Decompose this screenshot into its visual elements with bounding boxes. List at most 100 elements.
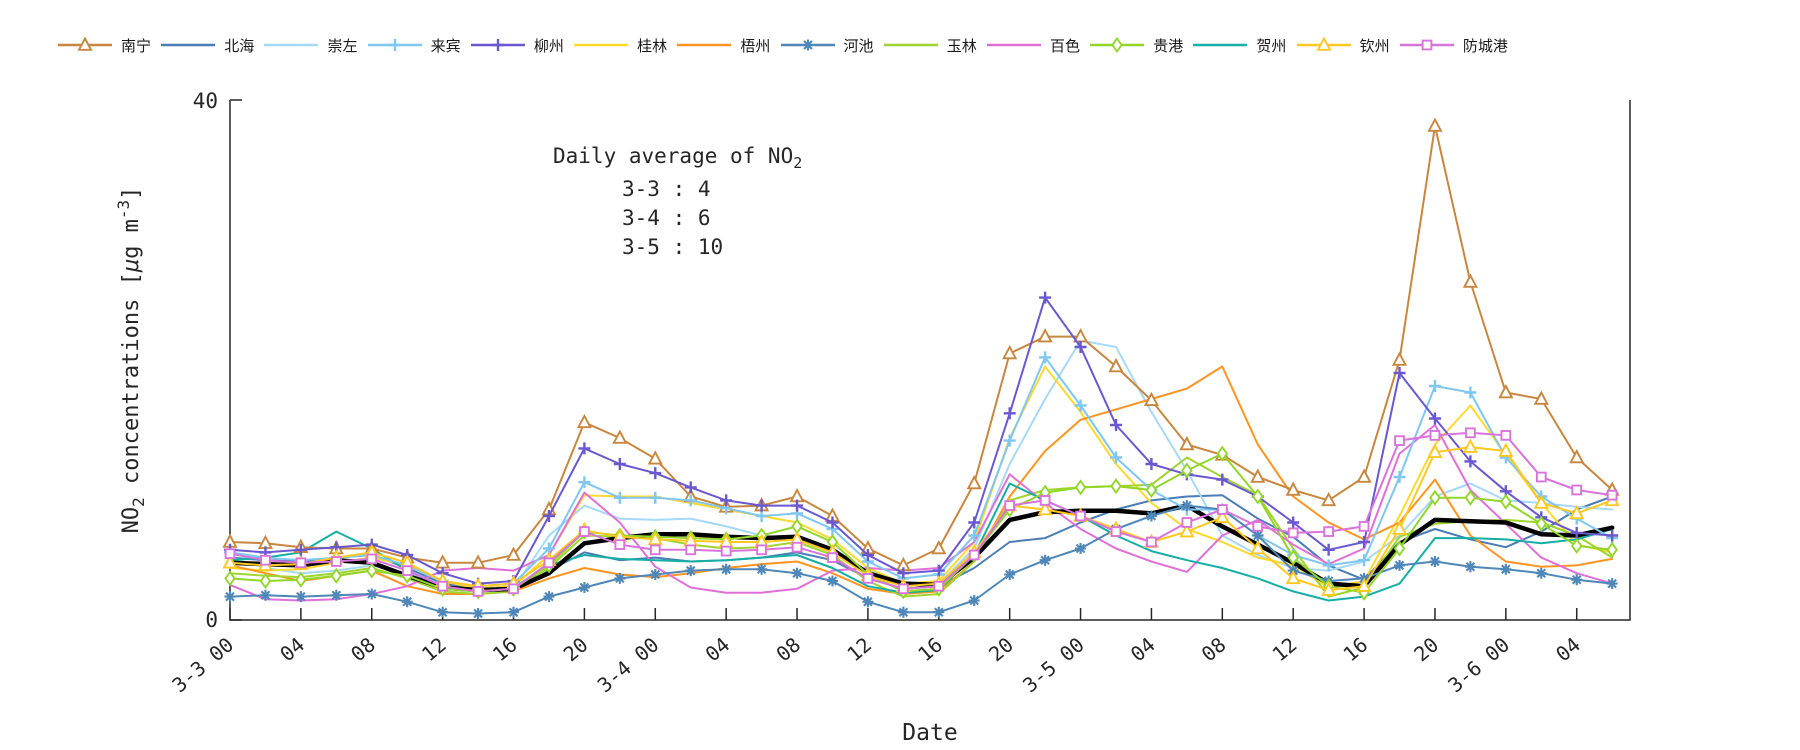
legend-item-fangchenggang[interactable]: 防城港	[1398, 34, 1508, 56]
marker-diamond	[1181, 462, 1193, 479]
legend: 南宁 北海 崇左 来宾 柳州 桂林 梧州 河池 玉林 百色 贵港 贺州 钦州 防城港	[56, 34, 1508, 56]
marker-plus	[578, 476, 591, 489]
marker-plus	[1110, 451, 1122, 464]
marker-asterisk	[401, 596, 413, 608]
marker-plus	[1606, 529, 1619, 542]
marker-square	[1606, 489, 1618, 501]
legend-item-beihai[interactable]: 北海	[159, 34, 254, 56]
x-tick-label: 20	[559, 632, 593, 666]
y-axis-title: NO2 concentrations [μg m-3]	[114, 187, 148, 534]
marker-asterisk	[578, 582, 590, 593]
series-liuzhou[interactable]	[224, 291, 1619, 590]
marker-plus	[968, 529, 981, 542]
x-tick-label: 08	[771, 632, 805, 666]
legend-item-laibin[interactable]: 来宾	[366, 34, 461, 56]
marker-plus	[1322, 543, 1335, 556]
series-nanning[interactable]	[222, 117, 1620, 572]
series-hechi[interactable]	[224, 500, 1618, 619]
marker-square	[1465, 427, 1476, 439]
x-tick-label: 08	[346, 632, 380, 666]
marker-square	[756, 544, 767, 556]
legend-item-wuzhou[interactable]: 梧州	[675, 34, 770, 56]
marker-diamond	[1111, 36, 1123, 54]
annotation-row: 3-5 : 10	[622, 235, 723, 259]
series-wuzhou[interactable]	[229, 365, 1614, 595]
marker-asterisk	[1252, 530, 1264, 541]
marker-plus	[861, 549, 874, 561]
marker-plus	[542, 510, 555, 522]
guigang-line-sample-icon	[1090, 36, 1145, 54]
marker-square	[649, 544, 661, 556]
legend-item-qinzhou[interactable]: 钦州	[1295, 34, 1390, 56]
marker-asterisk	[1039, 554, 1051, 566]
legend-item-guigang[interactable]: 贵港	[1088, 34, 1183, 56]
marker-square	[437, 580, 448, 592]
marker-asterisk	[1075, 543, 1087, 554]
legend-item-liuzhou[interactable]: 柳州	[469, 34, 564, 56]
hechi-line-sample-icon	[780, 39, 835, 51]
legend-item-hezhou[interactable]: 贺州	[1191, 34, 1286, 56]
marker-square	[720, 545, 732, 557]
chongzuo-line-sample-icon	[264, 43, 319, 47]
marker-diamond	[1074, 479, 1087, 496]
marker-triangle	[1462, 273, 1478, 288]
marker-triangle	[1427, 117, 1443, 132]
marker-plus	[1287, 516, 1300, 529]
marker-square	[1421, 39, 1433, 51]
laibin-line-sample-icon	[367, 39, 422, 51]
legend-item-chongzuo[interactable]: 崇左	[262, 34, 357, 56]
marker-triangle	[1316, 36, 1332, 51]
marker-plus	[684, 481, 697, 494]
marker-triangle	[1498, 442, 1514, 457]
marker-diamond	[1464, 489, 1477, 506]
marker-square	[1039, 495, 1051, 506]
legend-label: 百色	[1049, 36, 1080, 55]
marker-plus	[649, 467, 662, 480]
marker-plus	[1110, 419, 1122, 431]
marker-triangle	[1285, 569, 1301, 585]
nanning-line-sample-icon	[58, 36, 112, 51]
marker-square	[366, 553, 378, 565]
x-tick-label: 08	[1197, 632, 1231, 666]
marker-triangle	[470, 554, 486, 569]
marker-plus	[388, 39, 401, 51]
marker-square	[1571, 484, 1583, 496]
marker-plus	[1145, 458, 1158, 470]
marker-diamond	[1110, 478, 1122, 495]
marker-plus	[294, 543, 307, 556]
legend-item-guilin[interactable]: 桂林	[572, 34, 667, 56]
legend-item-yulin[interactable]: 玉林	[882, 34, 977, 56]
legend-label: 贺州	[1256, 36, 1287, 55]
series-fangchenggang[interactable]	[224, 427, 1618, 597]
marker-asterisk	[437, 606, 449, 618]
marker-triangle	[1391, 351, 1408, 366]
annotation-row: 3-3 : 4	[622, 177, 711, 201]
marker-plus	[1003, 434, 1016, 447]
x-tick-label: 16	[1338, 632, 1372, 666]
baise-line-sample-icon	[986, 43, 1041, 47]
legend-item-hechi[interactable]: 河池	[779, 34, 874, 56]
annotation-title: Daily average of NO2	[553, 144, 802, 172]
marker-diamond	[1606, 541, 1618, 558]
legend-label: 崇左	[327, 36, 358, 55]
legend-label: 梧州	[740, 36, 771, 55]
x-tick-label: 16	[488, 632, 522, 666]
marker-square	[1429, 430, 1441, 441]
marker-asterisk	[330, 589, 342, 601]
series-line-nanning	[229, 125, 1614, 567]
series-line-laibin	[229, 356, 1614, 588]
marker-plus	[1570, 526, 1583, 539]
marker-triangle	[1037, 328, 1053, 343]
legend-item-nanning[interactable]: 南宁	[56, 34, 151, 56]
marker-asterisk	[1464, 561, 1476, 573]
x-tick-label: 04	[275, 632, 309, 666]
marker-plus	[1428, 412, 1441, 425]
marker-diamond	[1287, 549, 1299, 566]
marker-asterisk	[1535, 567, 1547, 579]
marker-asterisk	[685, 565, 697, 577]
marker-asterisk	[1004, 569, 1016, 580]
legend-item-baise[interactable]: 百色	[985, 34, 1080, 56]
series-baise[interactable]	[229, 424, 1614, 602]
marker-square	[579, 526, 590, 537]
marker-square	[1394, 435, 1405, 446]
